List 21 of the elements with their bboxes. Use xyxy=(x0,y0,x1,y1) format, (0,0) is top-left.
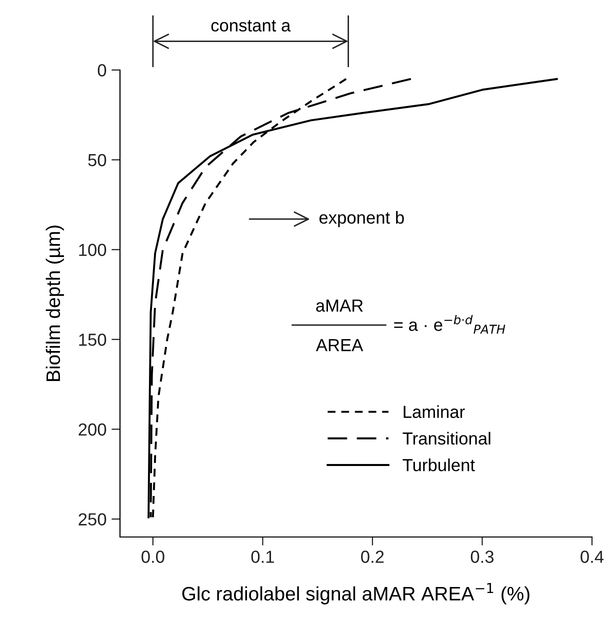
annotation: exponent b xyxy=(319,210,404,228)
annotation: aMAR xyxy=(316,300,363,312)
legend-label: Turbulent xyxy=(402,458,475,472)
x-tick-label: 0.1 xyxy=(251,550,274,563)
y-tick-label: 0 xyxy=(98,64,106,76)
y-tick-label: 100 xyxy=(79,244,106,256)
y-tick-label: 250 xyxy=(78,513,106,526)
annotation: = a · e$^{−b·d}$$_{PATH}$ xyxy=(394,314,506,334)
text: constant a xyxy=(211,20,291,32)
x-axis-title: Glc radiolabel signal aMAR AREA$^{−1}$ (%) xyxy=(182,583,530,604)
x-tick-label: 0.3 xyxy=(470,550,494,563)
legend-label: Transitional xyxy=(402,432,490,445)
y-tick-label: 150 xyxy=(79,334,106,346)
x-tick-label: 0.4 xyxy=(580,550,604,563)
x-tick-label: 0.2 xyxy=(361,550,384,563)
y-axis-title: Biofilm depth (µm) xyxy=(46,226,64,381)
annotation: AREA xyxy=(316,339,364,352)
x-tick-label: 0.0 xyxy=(142,550,164,563)
y-tick-label: 200 xyxy=(78,423,106,436)
legend-label: Laminar xyxy=(404,405,465,418)
y-tick-label: 50 xyxy=(88,154,106,166)
